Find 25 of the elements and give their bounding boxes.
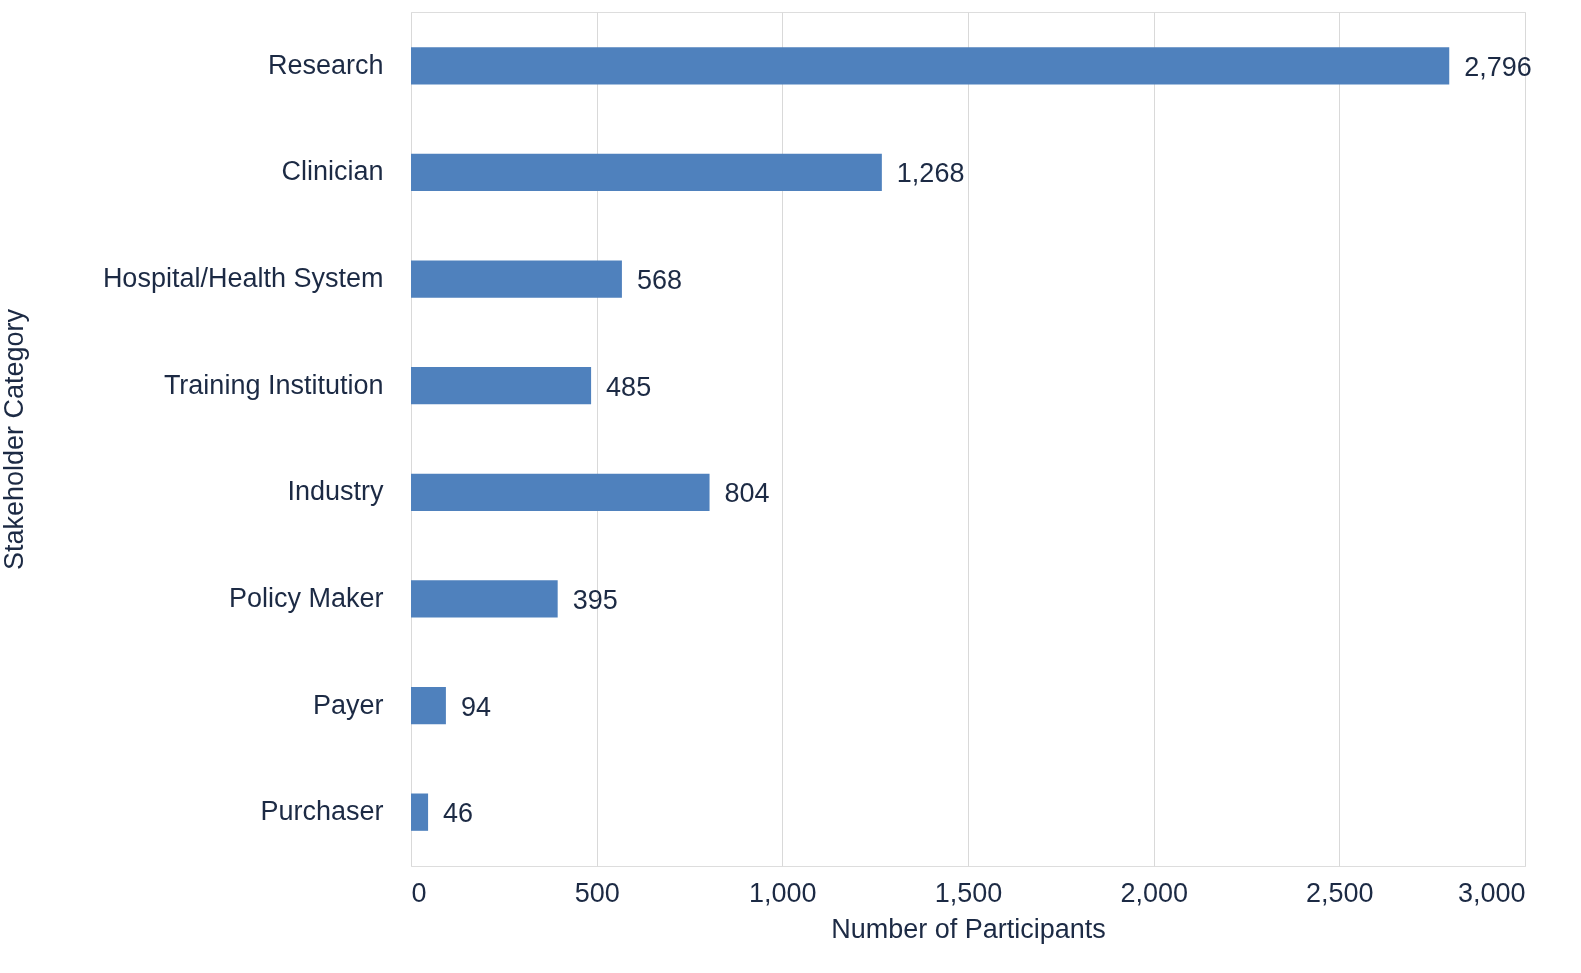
x-tick-label: 500: [574, 877, 620, 908]
y-tick-label: Clinician: [281, 156, 384, 187]
data-label: 46: [443, 798, 474, 829]
data-label: 2,796: [1464, 51, 1532, 82]
x-tick-label: 3,000: [1457, 877, 1526, 908]
data-label: 485: [606, 371, 652, 402]
data-label: 94: [460, 691, 491, 722]
y-tick-label: Industry: [287, 476, 384, 507]
data-label: 804: [724, 478, 770, 509]
y-tick-label: Payer: [312, 689, 384, 720]
x-tick-label: 1,500: [934, 877, 1003, 908]
x-tick-label: 0: [411, 877, 427, 908]
data-label: 395: [572, 584, 618, 615]
y-tick-label: Training Institution: [163, 369, 384, 400]
x-tick-label: 2,000: [1120, 877, 1188, 908]
x-tick-label: 2,500: [1306, 877, 1374, 908]
y-tick-label: Purchaser: [260, 796, 384, 827]
data-label: 1,268: [896, 158, 965, 189]
y-tick-label: Policy Maker: [228, 582, 384, 613]
x-axis-title: Number of Participants: [831, 913, 1106, 944]
x-tick-label: 1,000: [749, 877, 817, 908]
y-tick-label: Hospital/Health System: [102, 263, 384, 294]
y-tick-label: Research: [267, 49, 384, 80]
y-axis-title: Stakeholder Category: [0, 308, 29, 571]
data-label: 568: [636, 265, 682, 296]
